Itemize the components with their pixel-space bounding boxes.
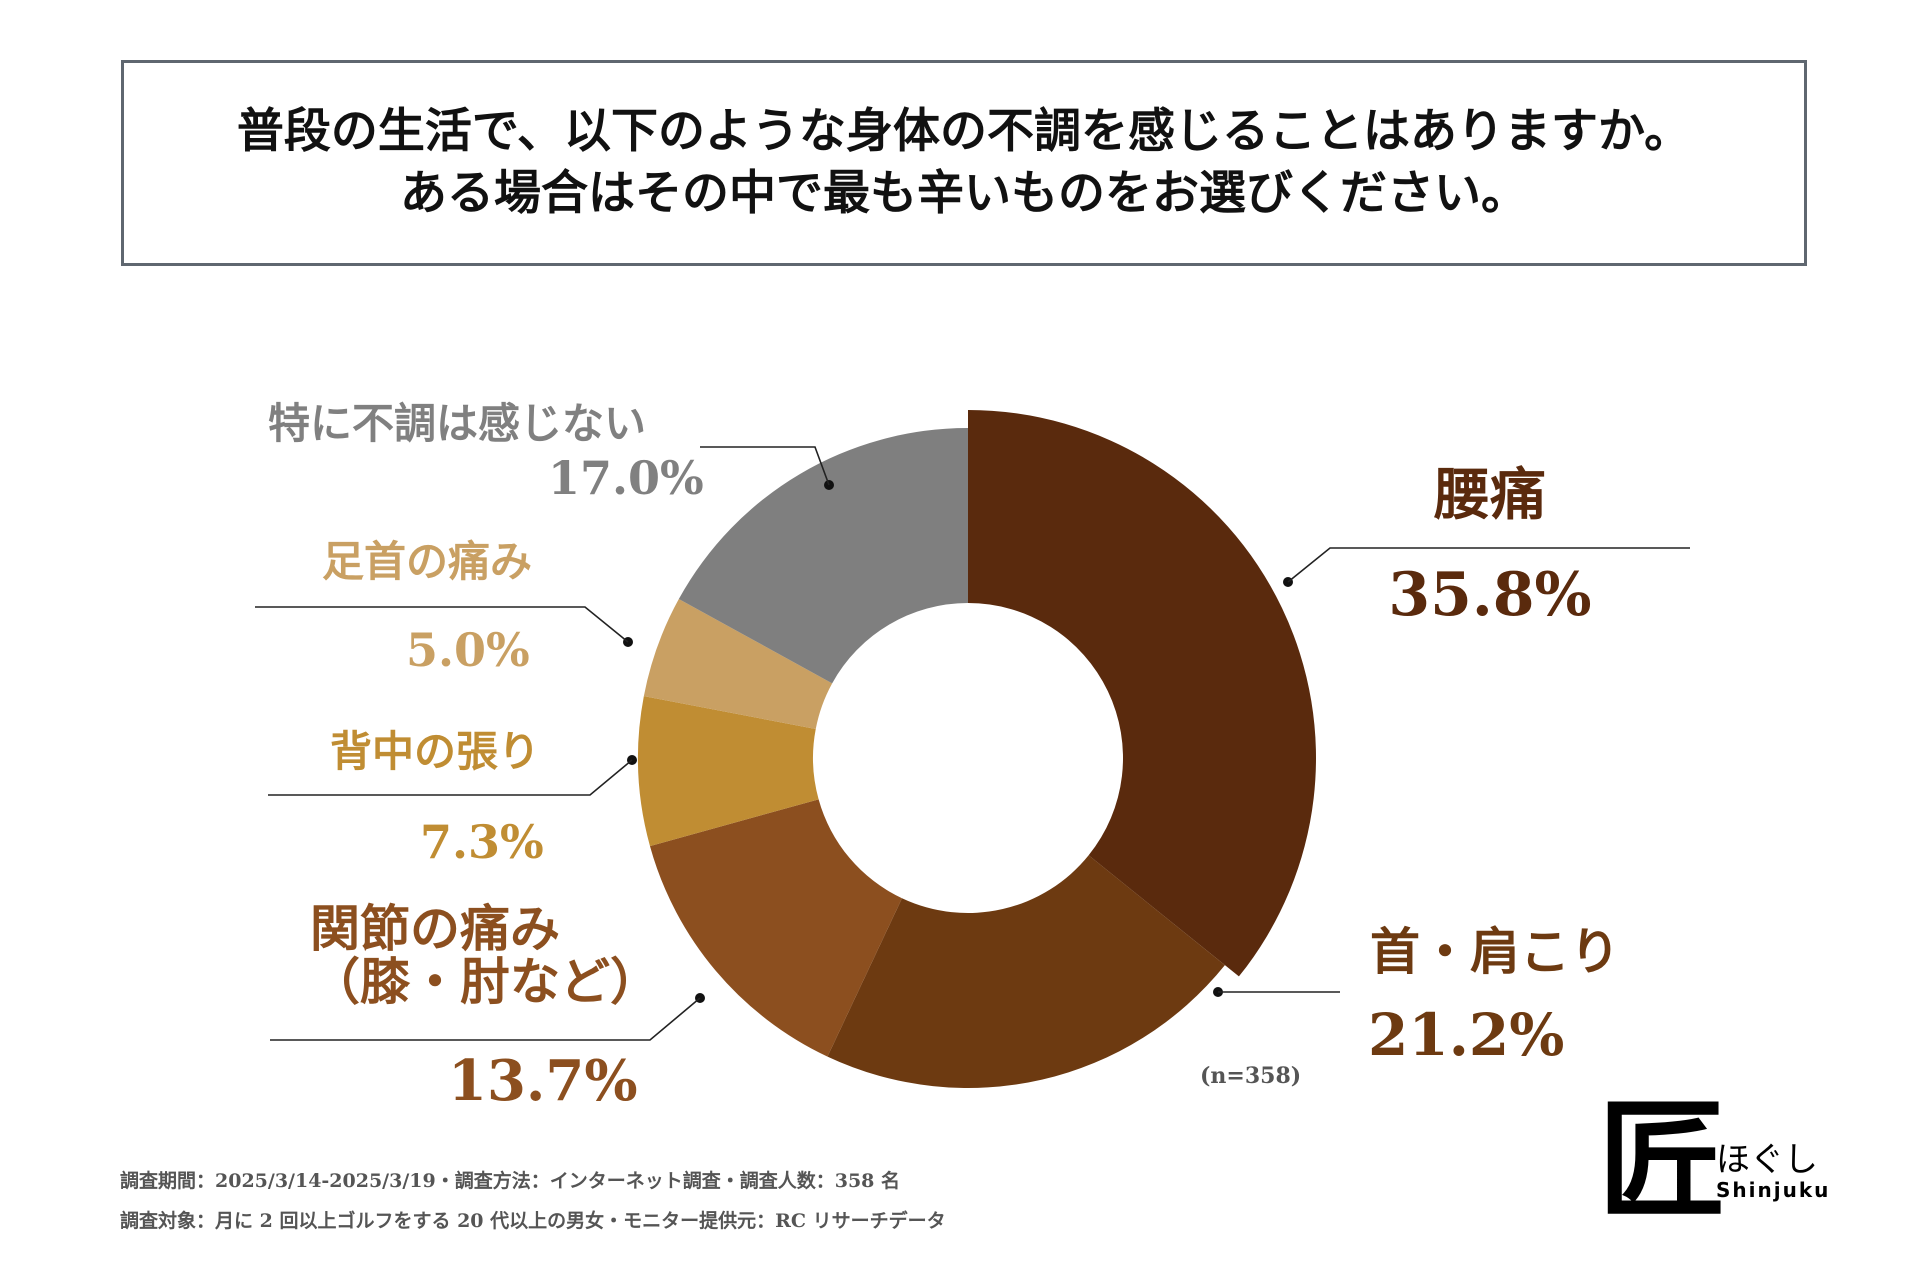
leader-line-4 xyxy=(255,606,629,643)
slice-name-4: 足首の痛み xyxy=(322,537,533,586)
slice-value-1: 21.2% xyxy=(1368,1001,1565,1069)
slice-name-1: 首・肩こり xyxy=(1370,922,1620,981)
brand-logo: 匠 ほぐし Shinjuku xyxy=(1598,1086,1828,1236)
logo-kana: ほぐし xyxy=(1716,1140,1818,1180)
slice-value-label-3: 7.3% xyxy=(420,818,544,866)
slice-label-4: 足首の痛み xyxy=(322,537,533,586)
leader-line-2 xyxy=(270,997,701,1041)
donut-slice-5 xyxy=(678,428,968,684)
donut-slice-0 xyxy=(968,410,1316,977)
logo-latin: Shinjuku xyxy=(1716,1178,1831,1202)
leader-lines xyxy=(255,446,1690,1041)
sample-size-label: (n=358) xyxy=(1200,1063,1301,1089)
slice-value-label-0: 35.8% xyxy=(1380,564,1600,627)
slice-value-4: 5.0% xyxy=(406,623,530,677)
donut-slice-3 xyxy=(638,696,819,847)
slice-value-label-1: 21.2% xyxy=(1368,1005,1564,1066)
slice-name-2: 関節の痛み xyxy=(310,899,560,958)
footnote-survey-period: 調査期間：2025/3/14-2025/3/19・調査方法：インターネット調査・… xyxy=(120,1170,901,1192)
leader-line-3 xyxy=(268,759,633,796)
slice-label-5: 特に不調は感じない xyxy=(268,399,647,448)
slice-value-0: 35.8% xyxy=(1388,560,1592,630)
donut-slice-2 xyxy=(649,799,903,1057)
slice-name-5: 特に不調は感じない xyxy=(268,399,647,448)
slice-value-label-4: 5.0% xyxy=(406,626,530,674)
slice-label-2: 関節の痛み （膝・肘など） xyxy=(310,899,660,1011)
slice-value-label-2: 13.7% xyxy=(448,1052,638,1111)
question-title-box: 普段の生活で、以下のような身体の不調を感じることはありますか。 ある場合はその中… xyxy=(121,60,1807,266)
slice-value-label-5: 17.0% xyxy=(548,454,704,502)
question-title-line-1: 普段の生活で、以下のような身体の不調を感じることはありますか。 xyxy=(236,104,1692,159)
question-title-line-2: ある場合はその中で最も辛いものをお選びください。 xyxy=(400,166,1528,221)
footnote-survey-target: 調査対象：月に 2 回以上ゴルフをする 20 代以上の男女・モニター提供元：RC… xyxy=(120,1210,946,1232)
slice-name-2-sub: （膝・肘など） xyxy=(310,951,660,1011)
donut-slices xyxy=(638,410,1316,1088)
donut-slice-4 xyxy=(643,599,833,729)
slice-label-3: 背中の張り xyxy=(330,727,541,776)
slice-name-3: 背中の張り xyxy=(330,727,541,776)
leader-line-0 xyxy=(1287,547,1690,583)
leader-line-5 xyxy=(700,446,830,486)
donut-slice-1 xyxy=(827,855,1225,1088)
logo-kanji: 匠 xyxy=(1598,1086,1727,1236)
slice-name-0: 腰痛 xyxy=(1434,462,1546,528)
slice-label-1: 首・肩こり xyxy=(1370,922,1620,981)
slice-label-0: 腰痛 xyxy=(1420,466,1560,525)
slice-value-3: 7.3% xyxy=(420,815,544,869)
slice-value-5: 17.0% xyxy=(548,451,704,505)
slice-value-2: 13.7% xyxy=(448,1048,638,1114)
